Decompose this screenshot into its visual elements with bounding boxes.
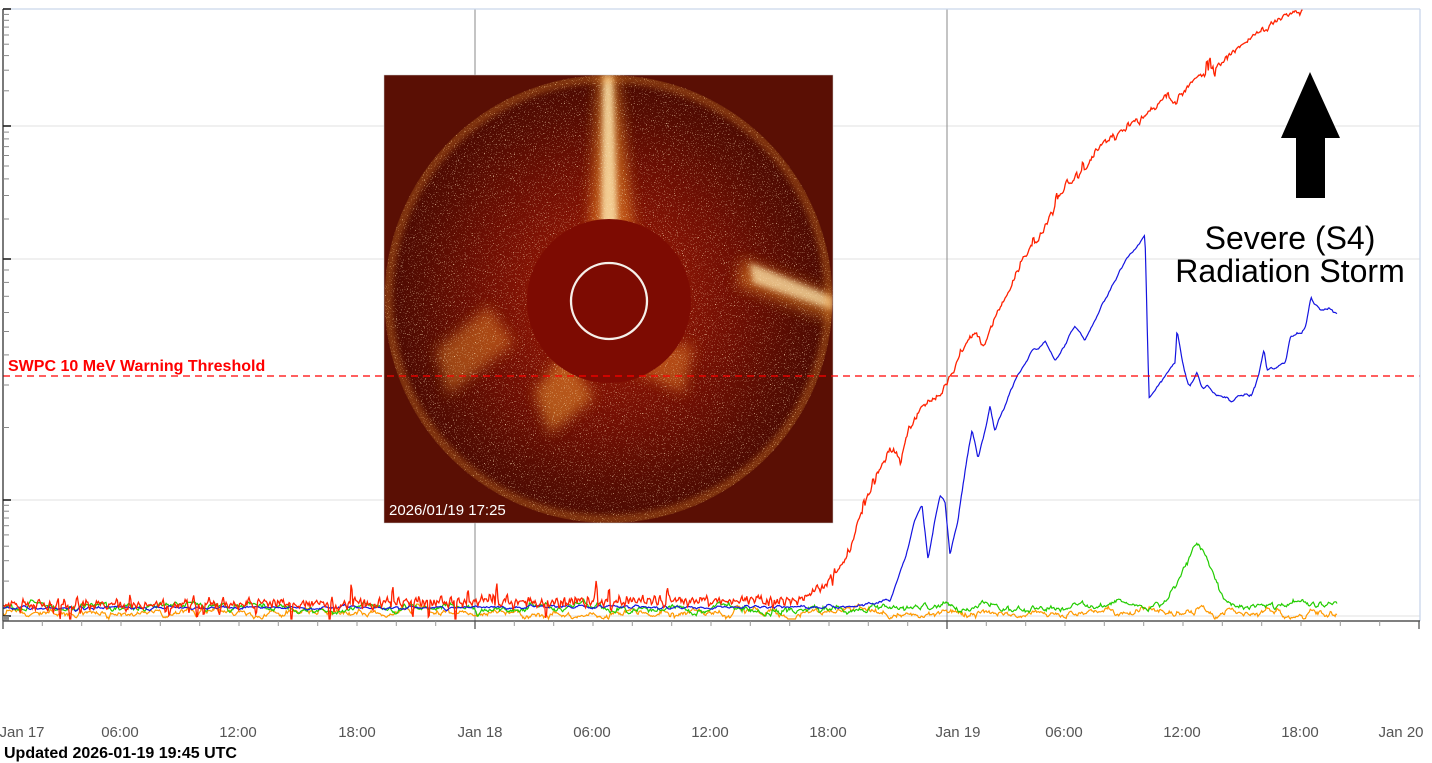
- svg-text:12:00: 12:00: [691, 724, 729, 741]
- svg-text:Severe (S4): Severe (S4): [1205, 220, 1376, 256]
- svg-text:Jan 17: Jan 17: [0, 724, 45, 741]
- svg-text:Jan 19: Jan 19: [935, 724, 980, 741]
- svg-text:12:00: 12:00: [1163, 724, 1201, 741]
- svg-text:12:00: 12:00: [219, 724, 257, 741]
- svg-text:Updated 2026-01-19 19:45 UTC: Updated 2026-01-19 19:45 UTC: [4, 745, 237, 762]
- svg-text:06:00: 06:00: [101, 724, 139, 741]
- svg-text:18:00: 18:00: [1281, 724, 1319, 741]
- svg-text:Radiation Storm: Radiation Storm: [1175, 253, 1404, 289]
- svg-text:06:00: 06:00: [1045, 724, 1083, 741]
- svg-text:06:00: 06:00: [573, 724, 611, 741]
- svg-text:SWPC 10 MeV Warning Threshold: SWPC 10 MeV Warning Threshold: [8, 358, 265, 375]
- svg-text:18:00: 18:00: [338, 724, 376, 741]
- svg-text:2026/01/19 17:25: 2026/01/19 17:25: [389, 502, 506, 519]
- svg-text:Jan 18: Jan 18: [457, 724, 502, 741]
- svg-text:Jan 20: Jan 20: [1378, 724, 1423, 741]
- svg-text:18:00: 18:00: [809, 724, 847, 741]
